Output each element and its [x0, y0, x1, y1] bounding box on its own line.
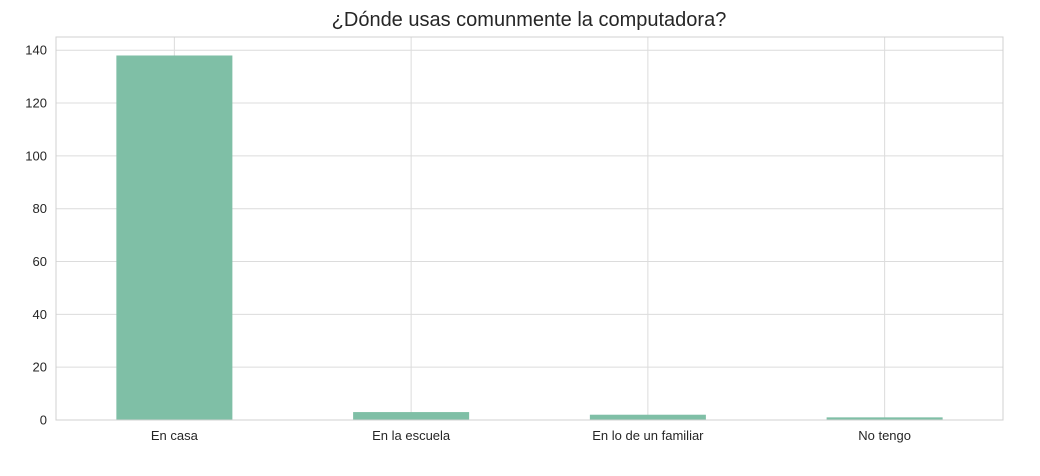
bar-en-lo-de-un-familiar [589, 414, 706, 420]
y-tick-label: 80 [33, 201, 47, 216]
y-tick-label: 120 [25, 96, 47, 111]
plot-frame [55, 36, 1004, 421]
y-tick-label: 20 [33, 360, 47, 375]
y-tick-label: 60 [33, 254, 47, 269]
x-tick-label: En lo de un familiar [592, 428, 704, 443]
y-axis-ticks: 0 20 40 60 80 100 120 140 [25, 43, 47, 428]
y-tick-label: 100 [25, 148, 47, 163]
bars [116, 55, 943, 420]
bar-en-casa [116, 55, 233, 420]
x-axis-ticks: En casa En la escuela En lo de un familiar… [151, 428, 911, 443]
y-tick-label: 0 [40, 413, 47, 428]
x-tick-label: En la escuela [372, 428, 451, 443]
chart-title: ¿Dónde usas comunmente la computadora? [332, 9, 727, 31]
y-tick-label: 140 [25, 43, 47, 58]
bar-en-la-escuela [353, 412, 470, 420]
x-tick-label: En casa [151, 428, 199, 443]
x-tick-label: No tengo [858, 428, 911, 443]
bar-no-tengo [826, 417, 943, 420]
y-tick-label: 40 [33, 307, 47, 322]
